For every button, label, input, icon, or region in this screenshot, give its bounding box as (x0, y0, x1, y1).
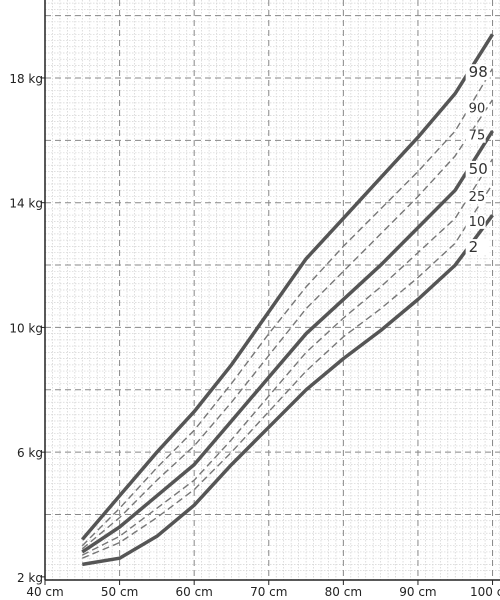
x-tick-label: 80 cm (325, 585, 362, 599)
x-tick-label: 50 cm (101, 585, 138, 599)
series-line-p2 (82, 214, 494, 567)
axes (44, 0, 500, 581)
plot-background (45, 0, 500, 580)
series-label-p90: 90 (469, 102, 486, 117)
minor-grid (45, 0, 500, 580)
series-label-bg (465, 189, 486, 204)
series-label-bg (465, 239, 490, 256)
x-tick-label: 100 cm (470, 585, 500, 599)
y-tick-label: 18 kg (9, 72, 43, 86)
series-line-p25 (81, 158, 494, 556)
series-line-p10 (82, 183, 494, 559)
percentile-labels: 98 90 75 50 25 10 2 (465, 63, 490, 256)
y-tick-label: 10 kg (9, 321, 43, 335)
x-tick-label: 40 cm (26, 585, 63, 599)
x-axis-ticks: 40 cm 50 cm 60 cm 70 cm 80 cm 90 cm 100 cm (26, 580, 500, 599)
series-label-p75: 75 (469, 129, 486, 144)
y-tick-label: 14 kg (9, 197, 43, 211)
series-line-p90 (81, 68, 494, 547)
y-axis-ticks: 2 kg 6 kg 10 kg 14 kg 18 kg (9, 72, 45, 585)
series-label-bg (465, 128, 486, 143)
x-tick-label: 60 cm (175, 585, 212, 599)
series-label-bg (465, 160, 490, 177)
series-label-bg (465, 64, 490, 81)
series-line-p98 (80, 33, 494, 541)
series-line-p50 (81, 130, 494, 554)
major-grid (45, 0, 500, 580)
series-label-bg (465, 214, 486, 229)
series-label-bg (465, 101, 486, 116)
y-tick-label: 2 kg (17, 571, 43, 585)
series-label-p10: 10 (469, 215, 486, 230)
series-label-p98: 98 (469, 63, 488, 81)
x-tick-label: 70 cm (250, 585, 287, 599)
y-tick-label: 6 kg (17, 446, 43, 460)
series-label-p2: 2 (469, 238, 479, 256)
x-tick-label: 90 cm (399, 585, 436, 599)
series-label-p25: 25 (469, 190, 486, 205)
series-label-p50: 50 (469, 160, 488, 178)
series-line-p75 (81, 99, 494, 550)
percentile-curves (80, 33, 494, 567)
